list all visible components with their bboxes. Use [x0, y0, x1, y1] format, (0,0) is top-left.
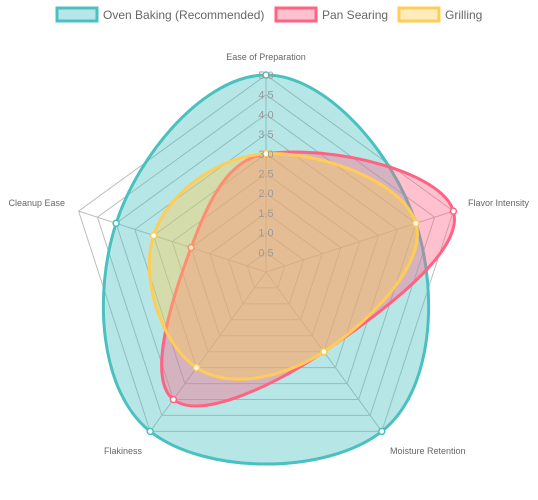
grid-ring-1	[246, 251, 286, 289]
axis-label-cleanup-ease: Cleanup Ease	[8, 198, 65, 208]
data-point-oven-baking-recommended-cleanup-ease[interactable]	[112, 219, 120, 228]
grid-ring-3	[209, 212, 323, 321]
data-point-grilling-flakiness[interactable]	[192, 363, 201, 372]
grid-ring-5	[171, 172, 361, 353]
data-point-grilling-cleanup-ease[interactable]	[149, 231, 158, 240]
legend-item-oven-baking[interactable]: Oven Baking (Recommended)	[55, 6, 264, 23]
tick-label-2-5: 2.5	[258, 169, 273, 181]
series-area-grilling	[147, 152, 419, 381]
tick-label-1-5: 1.5	[258, 208, 273, 220]
grid-ring-2	[227, 231, 305, 305]
axis-label-flavor-intensity: Flavor Intensity	[468, 198, 530, 208]
series-area-oven-baking-recommended	[101, 73, 431, 466]
tick-label-4-5: 4.5	[258, 90, 273, 102]
data-point-grilling-flavor-intensity[interactable]	[412, 219, 420, 228]
legend-item-grilling[interactable]: Grilling	[397, 6, 482, 23]
axis-label-flakiness: Flakiness	[104, 446, 143, 456]
axis-labels: Ease of Preparation Flavor Intensity Moi…	[8, 52, 529, 456]
legend-label-grilling: Grilling	[445, 8, 482, 22]
legend-swatch-grilling	[397, 6, 441, 23]
tick-label-2-0: 2.0	[258, 188, 273, 200]
axis-label-ease-of-preparation: Ease of Preparation	[226, 52, 306, 62]
data-point-pan-searing-flakiness[interactable]	[169, 395, 178, 404]
data-point-grilling-moisture-retention[interactable]	[320, 347, 328, 356]
tick-label-0-5: 0.5	[258, 247, 273, 259]
tick-label-5-0: 5.0	[258, 70, 273, 82]
data-point-oven-baking-recommended-flakiness[interactable]	[146, 427, 154, 436]
data-point-oven-baking-recommended-ease-of-preparation[interactable]	[262, 71, 270, 79]
legend-label-oven-baking: Oven Baking (Recommended)	[103, 8, 264, 22]
legend-swatch-pan-searing	[274, 6, 318, 23]
series-layer	[101, 71, 458, 466]
tick-label-4-0: 4.0	[258, 109, 273, 121]
grid-ring-4	[190, 192, 342, 337]
legend-label-pan-searing: Pan Searing	[322, 8, 388, 22]
data-point-pan-searing-cleanup-ease[interactable]	[187, 243, 195, 252]
axis-line-cleanup-ease	[78, 210, 267, 273]
legend: Oven Baking (Recommended) Pan Searing Gr…	[55, 6, 482, 23]
data-point-pan-searing-flavor-intensity[interactable]	[449, 207, 458, 215]
tick-labels: 0.5 1.0 1.5 2.0 2.5 3.0 3.5 4.0 4.5 5.0	[258, 70, 273, 259]
tick-label-3-0: 3.0	[258, 149, 273, 161]
axis-line-flakiness	[149, 271, 267, 432]
tick-label-3-5: 3.5	[258, 129, 273, 141]
grid-ring-10	[78, 74, 454, 432]
data-point-grilling-ease-of-preparation[interactable]	[262, 150, 270, 158]
axis-label-moisture-retention: Moisture Retention	[390, 446, 466, 456]
grid-ring-6	[153, 153, 379, 369]
legend-item-pan-searing[interactable]: Pan Searing	[274, 6, 388, 23]
grid-ring-8	[115, 113, 417, 400]
tick-label-1-0: 1.0	[258, 228, 273, 240]
series-grilling	[147, 150, 420, 381]
axis-line-flavor-intensity	[265, 210, 454, 273]
legend-swatch-oven-baking	[55, 6, 99, 23]
data-point-oven-baking-recommended-moisture-retention[interactable]	[378, 427, 386, 436]
